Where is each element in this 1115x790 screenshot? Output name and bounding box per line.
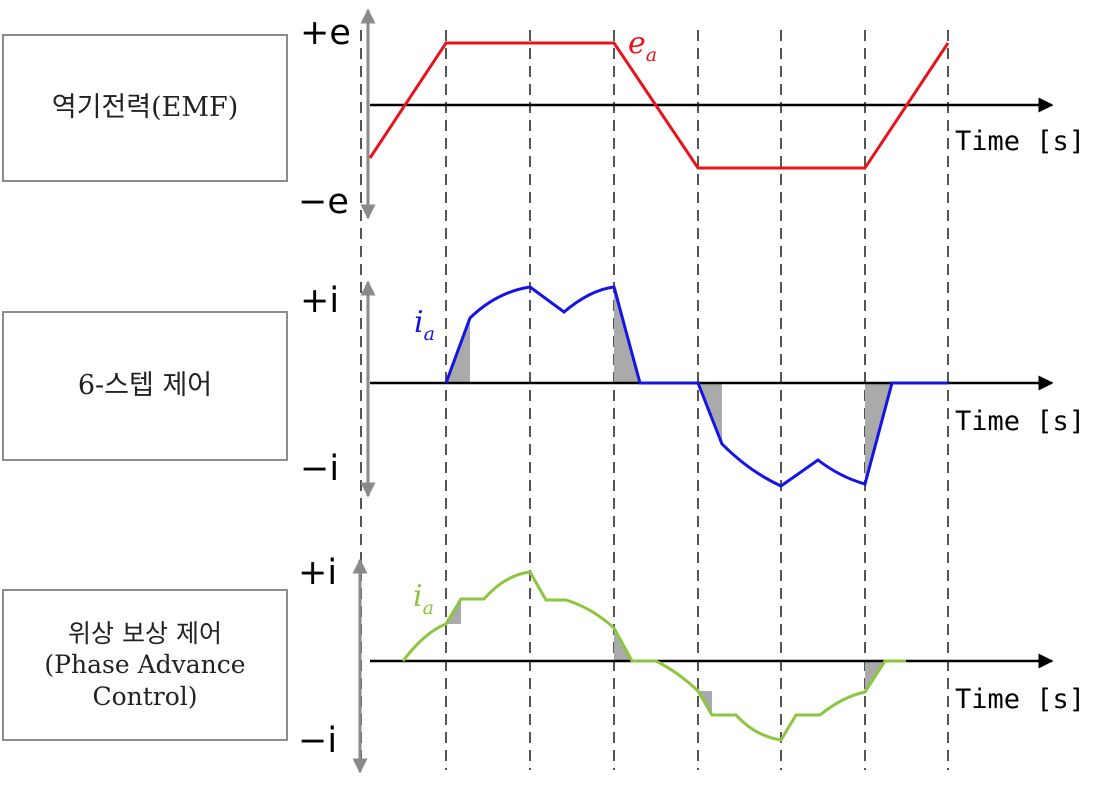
label-box-emf: 역기전력(EMF) [2,34,288,182]
panel-six-step: +i −i Time [s] ia [300,280,1085,498]
six-step-top-label: +i [300,281,339,321]
emf-time-label: Time [s] [955,126,1085,157]
emf-bottom-label: −e [298,182,349,222]
label-six-step-line1: 6-스텝 제어 [77,370,213,402]
six-step-wave-symbol: i [414,305,424,340]
panel-emf: +e −e Time [s] ea [298,8,1085,222]
emf-wave-subscript: a [646,44,657,66]
label-emf-line1: 역기전력(EMF) [51,92,239,124]
panel-phase-advance: +i −i Time [s] ia [298,553,1085,774]
six-step-bottom-label: −i [300,449,339,489]
emf-waveform [368,41,950,170]
six-step-wave-subscript: a [424,323,435,345]
label-phase-advance-line2: (Phase Advance [44,650,246,680]
six-step-shading [446,287,892,484]
six-step-wave-label: ia [414,305,435,345]
emf-top-label: +e [300,13,351,53]
phase-advance-wave-subscript: a [423,597,434,619]
phase-advance-shading [446,599,885,715]
phase-advance-time-label: Time [s] [955,684,1085,715]
label-phase-advance-line1: 위상 보상 제어 [68,619,222,649]
phase-advance-wave-label: ia [413,579,434,619]
phase-advance-bottom-label: −i [298,721,337,761]
phase-advance-wave-symbol: i [413,579,423,614]
label-phase-advance-line3: Control) [92,681,198,711]
label-box-six-step: 6-스텝 제어 [2,311,288,461]
phase-advance-top-label: +i [298,553,337,593]
label-box-phase-advance: 위상 보상 제어 (Phase Advance Control) [2,589,288,741]
phase-advance-waveform [401,570,906,742]
six-step-time-label: Time [s] [955,406,1085,437]
dashed-gridlines [360,30,949,770]
emf-wave-symbol: e [628,26,646,61]
emf-wave-label: ea [628,26,657,66]
six-step-waveform [444,285,948,488]
